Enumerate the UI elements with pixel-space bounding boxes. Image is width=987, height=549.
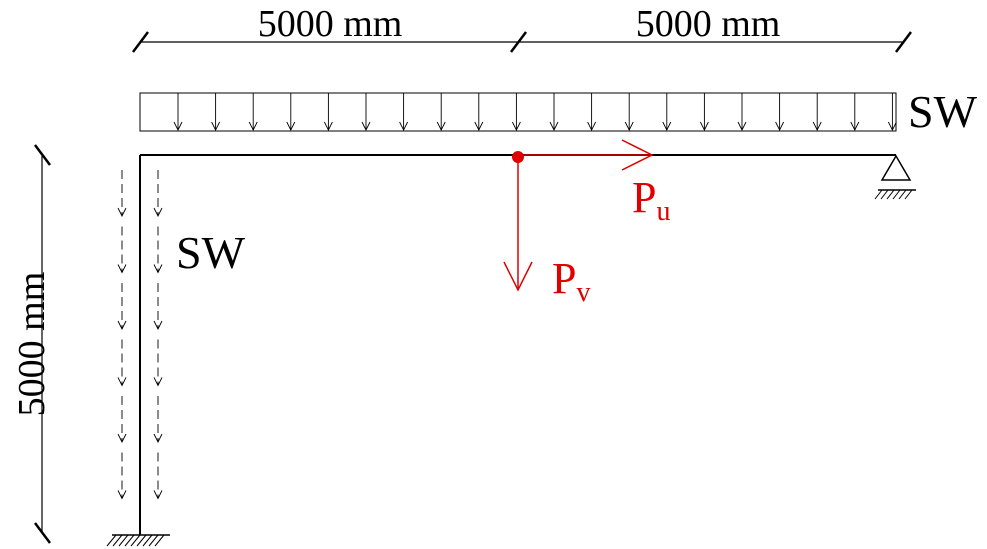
applied-point-loads: Pu Pv <box>503 139 670 308</box>
beam-load-arrow <box>662 93 672 132</box>
vertical-force-subscript: v <box>576 277 590 308</box>
beam-load-arrow <box>436 93 446 132</box>
column-load-arrows <box>117 170 163 500</box>
fixed-support <box>106 534 170 547</box>
beam-load-arrow <box>887 93 897 132</box>
dimension-tick-top <box>34 144 51 166</box>
beam-load-arrow <box>173 93 183 132</box>
right-span-label: 5000 mm <box>636 3 781 45</box>
beam-load-arrow <box>775 93 785 132</box>
beam-load-arrow <box>624 93 634 132</box>
beam-load-arrow <box>699 93 709 132</box>
column-load-arrow <box>117 283 127 331</box>
column-load-arrow <box>153 170 163 218</box>
dimension-tick-left <box>132 31 149 53</box>
top-dimension: 5000 mm 5000 mm <box>132 3 912 53</box>
dimension-tick-right <box>895 31 912 53</box>
vertical-force-label: Pv <box>552 254 590 308</box>
horizontal-force-label: Pu <box>632 173 670 227</box>
beam-load-arrow <box>549 93 559 132</box>
left-span-label: 5000 mm <box>258 3 403 45</box>
beam-load-arrow <box>850 93 860 132</box>
beam-load-arrow <box>248 93 258 132</box>
column-load-arrow <box>153 339 163 387</box>
column-load-arrow <box>153 452 163 500</box>
column-dimension: 5000 mm <box>11 144 53 544</box>
beam-load-arrow <box>737 93 747 132</box>
beam-load-arrow <box>511 93 521 132</box>
column-load-arrow <box>153 226 163 274</box>
column-load-arrow <box>153 396 163 444</box>
pin-support <box>874 154 916 200</box>
beam-self-weight-label: SW <box>908 86 978 137</box>
column-self-weight-label: SW <box>176 227 246 278</box>
beam-load-arrow <box>323 93 333 132</box>
beam-load-arrow <box>474 93 484 132</box>
dimension-tick-bottom <box>34 522 51 544</box>
column-load-arrow <box>117 170 127 218</box>
horizontal-force-symbol: P <box>632 173 656 222</box>
horizontal-force-subscript: u <box>656 196 670 227</box>
beam-load-arrow <box>361 93 371 132</box>
vertical-force-symbol: P <box>552 254 576 303</box>
column-load-arrow <box>117 452 127 500</box>
beam-load-arrow <box>812 93 822 132</box>
beam-distributed-load: SW <box>139 86 978 137</box>
beam-load-arrow <box>587 93 597 132</box>
column-load-arrow <box>117 396 127 444</box>
beam-load-arrow <box>399 93 409 132</box>
dimension-tick-middle <box>510 31 527 53</box>
beam-load-arrow <box>286 93 296 132</box>
beam-load-arrow <box>211 93 221 132</box>
column-height-label: 5000 mm <box>11 272 53 417</box>
column-load-arrow <box>153 283 163 331</box>
column-load-arrow <box>117 226 127 274</box>
column-load-arrow <box>117 339 127 387</box>
beam-load-arrows <box>173 93 897 132</box>
